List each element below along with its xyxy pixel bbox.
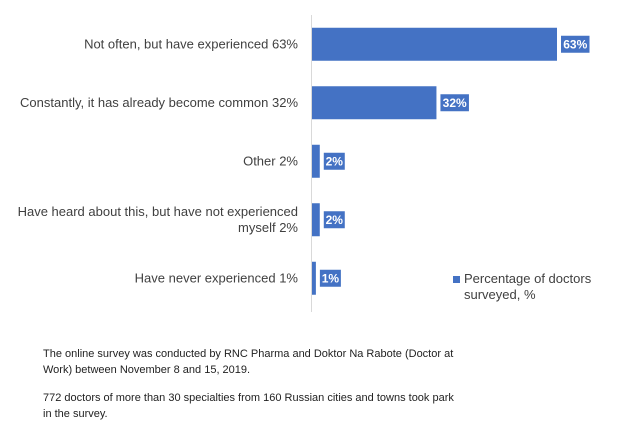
data-label: 2% — [326, 213, 344, 227]
category-label: Other 2% — [243, 153, 298, 168]
category-label: Not often, but have experienced 63% — [84, 36, 298, 51]
bar — [312, 86, 437, 120]
legend: Percentage of doctors surveyed, % — [453, 271, 613, 303]
data-label-box — [323, 211, 345, 229]
bar-chart: 63% Not often, but have experienced 63% 32… — [18, 15, 590, 312]
survey-note-1: The online survey was conducted by RNC P… — [43, 348, 454, 376]
data-label-box — [561, 35, 590, 53]
bar — [312, 203, 320, 237]
survey-notes: The online survey was conducted by RNC P… — [43, 346, 463, 434]
category-label: Have never experienced 1% — [135, 270, 299, 285]
legend-swatch — [453, 276, 460, 283]
data-label-box — [323, 152, 345, 170]
data-label-box — [440, 94, 469, 112]
bar — [312, 27, 557, 61]
bar — [312, 144, 320, 178]
data-label: 32% — [443, 96, 467, 110]
data-label: 1% — [322, 271, 340, 285]
bar — [312, 261, 316, 295]
legend-label: Percentage of doctors surveyed, % — [464, 271, 592, 302]
category-label: Constantly, it has already become common… — [20, 95, 298, 110]
category-label: Have heard about this, but have not expe… — [18, 204, 299, 235]
data-label: 63% — [563, 37, 587, 51]
survey-note-2: 772 doctors of more than 30 specialties … — [43, 392, 454, 420]
data-label-box — [319, 269, 341, 287]
data-label: 2% — [326, 154, 344, 168]
